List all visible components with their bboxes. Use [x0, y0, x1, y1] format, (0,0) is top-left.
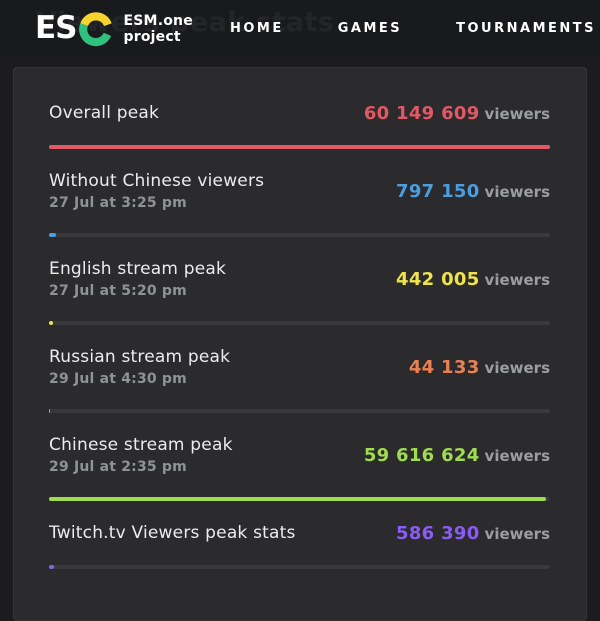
logo-text: ES: [35, 13, 77, 44]
row-unit: viewers: [485, 183, 550, 201]
stat-row: Twitch.tv Viewers peak stats 586 390 view…: [49, 522, 550, 569]
nav-item-games[interactable]: GAMES: [338, 21, 402, 36]
row-value: 44 133: [409, 357, 480, 378]
project-label: ESM.one project: [124, 13, 230, 45]
row-value: 59 616 624: [364, 445, 480, 466]
row-bar-fill: [49, 497, 546, 501]
viewers-peak-stats-page: { "page": { "ghost_title": "Viewers peak…: [0, 0, 600, 590]
nav-item-home[interactable]: HOME: [230, 21, 284, 36]
nav-item-tournaments[interactable]: TOURNAMENTS: [456, 21, 596, 36]
stats-rows: Overall peak 60 149 609 viewers Without C…: [49, 102, 550, 569]
row-bar-track: [49, 321, 550, 325]
row-value: 586 390: [396, 523, 480, 544]
row-unit: viewers: [485, 105, 550, 123]
main-content: Overall peak 60 149 609 viewers Without C…: [13, 67, 587, 621]
row-bar-track: [49, 145, 550, 149]
row-unit: viewers: [485, 359, 550, 377]
row-value: 60 149 609: [364, 103, 480, 124]
row-unit: viewers: [485, 447, 550, 465]
stats-card: Overall peak 60 149 609 viewers Without C…: [13, 67, 587, 621]
logo-c-icon: [78, 11, 114, 47]
row-title: Chinese stream peak: [49, 434, 233, 457]
stat-row: Overall peak 60 149 609 viewers: [49, 102, 550, 149]
header: ES ESM.one project HOME GAMES TOURNAMENT…: [0, 0, 600, 57]
stat-row: English stream peak 27 Jul at 5:20 pm 44…: [49, 258, 550, 325]
row-subtitle: 27 Jul at 5:20 pm: [49, 281, 226, 301]
row-value: 797 150: [396, 181, 480, 202]
stat-row: Russian stream peak 29 Jul at 4:30 pm 44…: [49, 346, 550, 413]
row-unit: viewers: [485, 271, 550, 289]
main-nav: HOME GAMES TOURNAMENTS: [230, 21, 596, 36]
row-subtitle: 27 Jul at 3:25 pm: [49, 193, 264, 213]
row-bar-track: [49, 409, 550, 413]
row-title: English stream peak: [49, 258, 226, 281]
row-title: Overall peak: [49, 102, 159, 125]
stat-row: Without Chinese viewers 27 Jul at 3:25 p…: [49, 170, 550, 237]
row-bar-track: [49, 233, 550, 237]
row-title: Twitch.tv Viewers peak stats: [49, 522, 296, 545]
row-bar-track: [49, 565, 550, 569]
row-value: 442 005: [396, 269, 480, 290]
row-bar-track: [49, 497, 550, 501]
row-subtitle: 29 Jul at 4:30 pm: [49, 369, 230, 389]
row-title: Without Chinese viewers: [49, 170, 264, 193]
row-bar-fill: [49, 565, 54, 569]
row-bar-fill: [49, 233, 56, 237]
stat-row: Chinese stream peak 29 Jul at 2:35 pm 59…: [49, 434, 550, 501]
row-bar-fill: [49, 145, 550, 149]
row-subtitle: 29 Jul at 2:35 pm: [49, 457, 233, 477]
row-unit: viewers: [485, 525, 550, 543]
logo[interactable]: ES ESM.one project: [35, 11, 230, 47]
row-title: Russian stream peak: [49, 346, 230, 369]
row-bar-fill: [49, 321, 53, 325]
